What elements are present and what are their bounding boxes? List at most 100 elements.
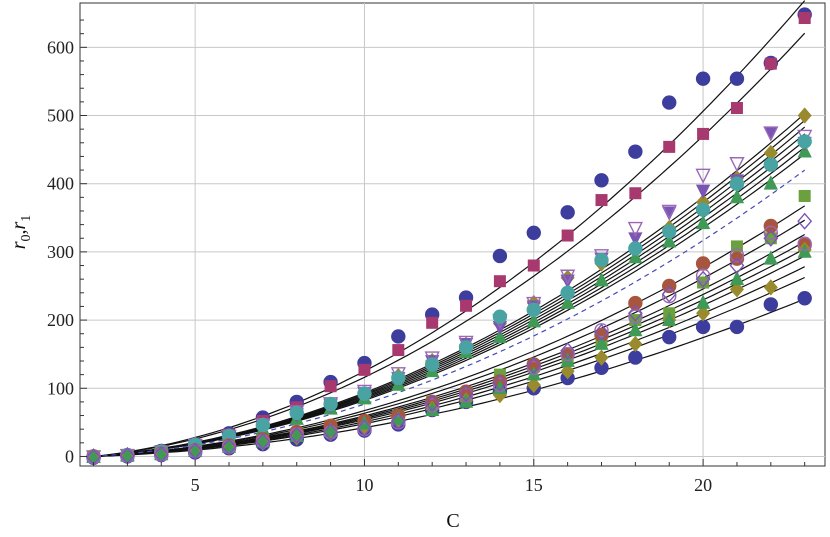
y-axis-title-sub1: 1 — [19, 215, 34, 222]
fit-curves — [93, 0, 806, 458]
data-point-circle — [560, 285, 575, 301]
data-point-open-triangle-down — [627, 221, 643, 238]
data-point-square — [358, 363, 371, 376]
data-point-square — [595, 194, 608, 207]
y-axis-title-r1: r — [8, 222, 30, 230]
data-point-triangle-up — [560, 294, 575, 309]
data-point-diamond — [696, 305, 711, 322]
data-point-square — [527, 259, 540, 272]
data-point-circle — [695, 256, 711, 271]
fit-curve-dashed — [93, 169, 806, 458]
data-point-circle — [729, 319, 745, 335]
data-point-triangle-up — [425, 401, 440, 416]
x-tick-label: 10 — [355, 475, 373, 495]
data-point-circle — [662, 224, 677, 239]
data-point-open-diamond — [526, 357, 542, 375]
data-point-triangle-up — [695, 294, 711, 309]
data-point-circle — [391, 329, 406, 344]
data-point-triangle-up — [187, 442, 203, 457]
data-point-circle — [662, 329, 677, 345]
fit-curve — [93, 276, 805, 458]
x-tick-label: 15 — [525, 475, 543, 495]
data-point-triangle-up — [763, 175, 778, 190]
data-point-open-diamond — [323, 423, 339, 441]
data-points — [85, 7, 813, 466]
data-point-circle — [628, 295, 643, 311]
data-point-circle — [424, 357, 440, 372]
data-point-circle — [797, 291, 812, 306]
data-point-circle — [628, 144, 643, 159]
data-point-circle — [492, 309, 508, 324]
data-point-square — [629, 187, 642, 200]
fit-curve — [93, 153, 806, 458]
y-axis-title-sep: , — [8, 230, 30, 235]
data-point-triangle-up — [594, 272, 609, 287]
data-point-square — [561, 229, 574, 242]
data-point-triangle-up — [154, 446, 169, 461]
x-axis-ticks: 5 10 15 20 — [93, 459, 806, 495]
data-point-circle — [526, 302, 541, 318]
data-point-circle — [695, 71, 711, 86]
data-point-open-circle — [628, 309, 643, 324]
x-tick-label: 20 — [694, 475, 712, 495]
data-point-circle — [628, 350, 643, 365]
y-tick-label: 0 — [65, 446, 74, 466]
data-point-square — [663, 140, 676, 153]
data-point-square — [798, 12, 811, 25]
data-point-open-diamond — [763, 229, 779, 247]
data-point-open-diamond — [492, 374, 508, 392]
fit-curve — [93, 0, 806, 458]
data-point-open-diamond — [255, 432, 271, 451]
data-point-open-diamond — [729, 256, 745, 275]
data-point-diamond — [763, 279, 778, 296]
data-point-circle — [695, 202, 711, 217]
data-point-triangle-up — [729, 188, 745, 204]
data-point-triangle-up — [323, 422, 338, 437]
data-point-circle — [492, 248, 508, 264]
data-point-circle — [289, 405, 304, 421]
y-axis-title: r0,r1 — [8, 215, 34, 250]
data-point-open-circle — [797, 236, 812, 251]
data-point-diamond — [560, 363, 575, 380]
data-point-circle — [729, 71, 745, 86]
data-point-open-diamond — [560, 342, 576, 360]
data-point-circle — [797, 134, 812, 149]
data-point-open-diamond — [458, 385, 474, 403]
y-axis-title-r0: r — [8, 241, 30, 249]
y-tick-label: 200 — [47, 310, 74, 330]
data-point-circle — [323, 396, 338, 412]
data-point-open-triangle-down — [729, 157, 745, 173]
fit-curve — [93, 205, 806, 458]
fit-curve — [93, 298, 805, 458]
data-point-circle — [560, 205, 575, 220]
data-point-open-diamond — [797, 212, 813, 230]
data-point-open-diamond — [661, 285, 677, 303]
data-point-triangle-down — [628, 232, 643, 247]
y-axis-ticks: 0 100 200 300 400 500 600 — [47, 19, 87, 466]
plot-frame — [79, 2, 826, 467]
data-point-square — [392, 344, 405, 357]
x-axis-title: C — [446, 510, 459, 532]
data-point-circle — [763, 157, 779, 172]
data-point-open-triangle-down — [560, 269, 576, 285]
data-point-open-diamond — [187, 442, 203, 460]
data-point-square — [730, 102, 743, 115]
data-point-open-diamond — [390, 412, 406, 430]
data-point-circle — [255, 417, 271, 433]
y-tick-label: 400 — [47, 174, 74, 194]
data-point-circle — [458, 340, 474, 355]
y-axis-title-sub0: 0 — [19, 235, 34, 242]
y-tick-label: 100 — [47, 378, 74, 398]
data-point-square — [697, 127, 710, 140]
data-point-triangle-up — [526, 313, 541, 328]
data-point-triangle-up — [695, 214, 711, 230]
data-point-open-triangle-down — [661, 204, 677, 221]
data-point-triangle-up — [763, 250, 778, 265]
y-tick-label: 300 — [47, 242, 74, 262]
data-point-circle — [391, 370, 406, 386]
data-point-diamond — [797, 107, 812, 124]
data-point-circle — [357, 386, 372, 401]
data-point-open-diamond — [357, 419, 372, 437]
x-tick-label: 5 — [191, 475, 200, 495]
